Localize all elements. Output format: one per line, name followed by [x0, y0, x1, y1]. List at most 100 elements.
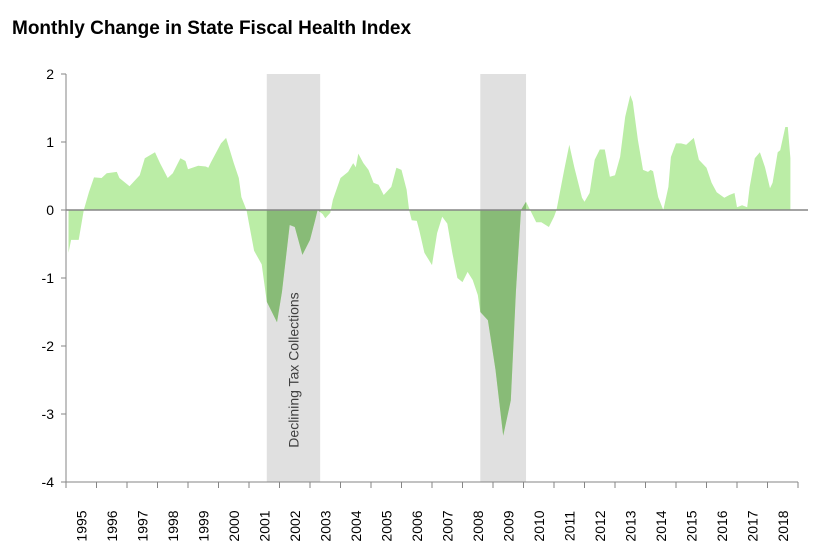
data-point: [764, 167, 765, 168]
x-tick-label: 2009: [500, 510, 516, 541]
data-point: [249, 223, 250, 224]
data-point: [447, 223, 448, 224]
data-point: [68, 252, 69, 253]
data-point: [315, 220, 316, 221]
data-point: [609, 176, 610, 177]
data-point: [154, 152, 155, 153]
data-point: [424, 252, 425, 253]
data-point: [780, 150, 781, 151]
x-tick-label: 2011: [561, 511, 577, 541]
data-point: [729, 195, 730, 196]
data-point: [747, 207, 748, 208]
data-point: [503, 435, 504, 436]
data-point: [650, 169, 651, 170]
data-point: [167, 178, 168, 179]
data-point: [668, 186, 669, 187]
data-point: [599, 149, 600, 150]
data-point: [119, 178, 120, 179]
data-point: [411, 220, 412, 221]
data-point: [180, 158, 181, 159]
data-point: [289, 224, 290, 225]
data-point: [144, 158, 145, 159]
data-point: [670, 156, 671, 157]
x-tick-label: 1995: [73, 510, 89, 541]
x-tick-label: 2008: [470, 510, 486, 541]
data-point: [495, 369, 496, 370]
shaded-period-label: Declining Tax Collections: [285, 292, 301, 447]
data-point: [355, 167, 356, 168]
data-point: [116, 171, 117, 172]
data-point: [637, 139, 638, 140]
data-point: [510, 400, 511, 401]
data-point: [653, 171, 654, 172]
data-point: [261, 264, 262, 265]
data-point: [348, 171, 349, 172]
data-point: [467, 271, 468, 272]
x-tick-label: 2015: [683, 510, 699, 541]
x-tick-label: 1996: [104, 510, 120, 541]
data-point: [569, 144, 570, 145]
x-tick-label: 2002: [287, 510, 303, 541]
data-point: [615, 175, 616, 176]
data-point: [93, 177, 94, 178]
data-point: [419, 230, 420, 231]
data-point: [676, 143, 677, 144]
x-tick-label: 2018: [775, 510, 791, 541]
data-point: [358, 153, 359, 154]
data-point: [302, 254, 303, 255]
data-point: [322, 214, 323, 215]
data-point: [208, 167, 209, 168]
y-tick-label: 1: [46, 134, 54, 150]
data-point: [101, 178, 102, 179]
data-point: [332, 199, 333, 200]
data-point: [620, 156, 621, 157]
x-tick-label: 1998: [165, 510, 181, 541]
x-tick-label: 2005: [378, 510, 394, 541]
data-point: [772, 182, 773, 183]
data-point: [531, 212, 532, 213]
data-point: [353, 163, 354, 164]
data-point: [198, 165, 199, 166]
data-point: [630, 95, 631, 96]
data-point: [457, 278, 458, 279]
data-point: [716, 192, 717, 193]
area-series: [68, 95, 791, 436]
axes: 2 1 0 -1 -2 -3 -4 1995 1996 1997 1998 1999 2000 2001 2…: [42, 66, 808, 542]
data-point: [254, 250, 255, 251]
data-point: [754, 158, 755, 159]
data-point: [770, 188, 771, 189]
data-point: [548, 227, 549, 228]
data-point: [437, 233, 438, 234]
x-tick-label: 1997: [134, 510, 150, 541]
data-point: [129, 186, 130, 187]
data-point: [658, 197, 659, 198]
data-point: [742, 205, 743, 206]
x-tick-label: 2010: [531, 510, 547, 541]
data-point: [325, 218, 326, 219]
data-point: [604, 149, 605, 150]
data-point: [759, 152, 760, 153]
data-point: [785, 127, 786, 128]
x-tick-label: 2006: [409, 510, 425, 541]
data-point: [238, 178, 239, 179]
data-point: [681, 143, 682, 144]
data-point: [574, 167, 575, 168]
data-point: [554, 216, 555, 217]
data-point: [226, 137, 227, 138]
data-point: [396, 167, 397, 168]
data-point: [330, 212, 331, 213]
data-point: [363, 163, 364, 164]
data-point: [452, 252, 453, 253]
data-point: [536, 222, 537, 223]
data-point: [594, 159, 595, 160]
data-point: [472, 280, 473, 281]
data-point: [391, 186, 392, 187]
data-point: [282, 291, 283, 292]
data-point: [432, 265, 433, 266]
data-point: [241, 197, 242, 198]
data-point: [78, 239, 79, 240]
data-point: [698, 159, 699, 160]
data-point: [515, 291, 516, 292]
y-tick-label: -3: [42, 406, 55, 422]
